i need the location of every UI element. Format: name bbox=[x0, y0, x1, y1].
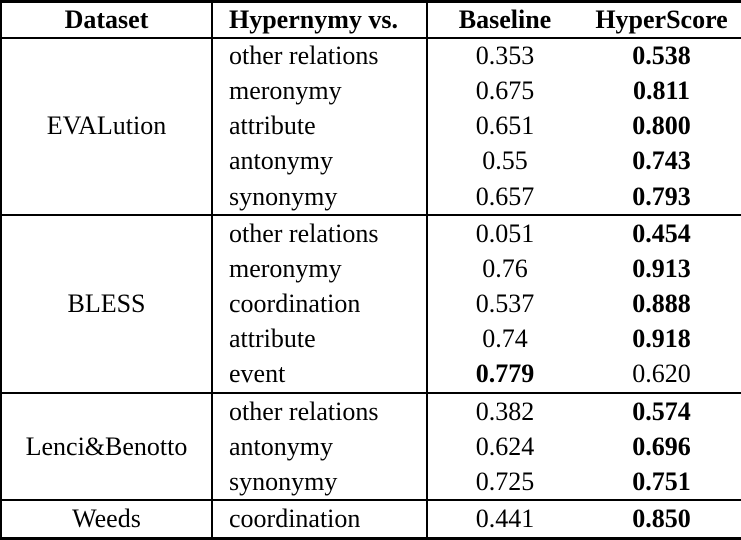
group-lenci-benotto: Lenci&Benotto other relations 0.382 0.57… bbox=[1, 392, 741, 501]
hyperscore-value: 0.454 bbox=[632, 218, 691, 248]
relation-cell: antonymy bbox=[212, 429, 428, 465]
table-row: attribute 0.74 0.918 bbox=[1, 321, 741, 357]
dataset-cell: BLESS bbox=[1, 215, 213, 393]
table-row: meronymy 0.675 0.811 bbox=[1, 73, 741, 109]
relation-cell: other relations bbox=[212, 37, 428, 74]
baseline-value: 0.624 bbox=[475, 431, 535, 461]
relation-cell: synonymy bbox=[212, 178, 428, 216]
table-row: synonymy 0.725 0.751 bbox=[1, 464, 741, 501]
dataset-cell: Lenci&Benotto bbox=[1, 392, 213, 501]
relation-cell: antonymy bbox=[212, 143, 428, 179]
table-row: BLESS other relations 0.051 0.454 bbox=[1, 215, 741, 393]
relation-cell: meronymy bbox=[212, 251, 428, 287]
baseline-value: 0.441 bbox=[475, 504, 535, 534]
hyperscore-value: 0.811 bbox=[632, 76, 691, 106]
header-row: Dataset Hypernymy vs. Baseline HyperScor… bbox=[1, 1, 741, 39]
group-evalution: EVALution other relations 0.353 0.538 me… bbox=[1, 37, 741, 216]
baseline-value: 0.76 bbox=[482, 253, 528, 283]
table-row: Lenci&Benotto other relations 0.382 0.57… bbox=[1, 392, 741, 501]
baseline-value: 0.051 bbox=[475, 218, 535, 248]
table-row: event 0.779 0.620 bbox=[1, 356, 741, 393]
baseline-value: 0.657 bbox=[475, 181, 535, 211]
relation-cell: attribute bbox=[212, 108, 428, 144]
baseline-value: 0.675 bbox=[475, 76, 535, 106]
baseline-value: 0.725 bbox=[475, 466, 535, 496]
baseline-value: 0.537 bbox=[475, 289, 535, 319]
header-dataset: Dataset bbox=[1, 1, 213, 39]
hyperscore-value: 0.800 bbox=[632, 111, 691, 141]
table-row: antonymy 0.624 0.696 bbox=[1, 429, 741, 465]
table-row: Weeds coordination 0.441 0.850 bbox=[1, 500, 741, 539]
hyperscore-value: 0.850 bbox=[632, 504, 691, 534]
baseline-value: 0.382 bbox=[475, 396, 535, 426]
hyperscore-value: 0.918 bbox=[632, 324, 691, 354]
relation-cell: other relations bbox=[212, 215, 428, 252]
baseline-value: 0.651 bbox=[475, 111, 535, 141]
group-weeds: Weeds coordination 0.441 0.850 bbox=[1, 500, 741, 539]
table-row: coordination 0.537 0.888 bbox=[1, 286, 741, 322]
relation-cell: attribute bbox=[212, 321, 428, 357]
table-header: Dataset Hypernymy vs. Baseline HyperScor… bbox=[1, 1, 741, 39]
hyperscore-value: 0.620 bbox=[632, 359, 691, 389]
hyperscore-value: 0.913 bbox=[632, 253, 691, 283]
dataset-cell: Weeds bbox=[1, 500, 213, 539]
relation-cell: meronymy bbox=[212, 73, 428, 109]
baseline-value: 0.779 bbox=[475, 359, 535, 389]
table-row: attribute 0.651 0.800 bbox=[1, 108, 741, 144]
hyperscore-value: 0.793 bbox=[632, 181, 691, 211]
dataset-cell: EVALution bbox=[1, 37, 213, 216]
hyperscore-value: 0.574 bbox=[632, 396, 691, 426]
header-hypernymy-vs: Hypernymy vs. bbox=[212, 1, 428, 39]
table-row: meronymy 0.76 0.913 bbox=[1, 251, 741, 287]
header-baseline: Baseline bbox=[427, 1, 582, 39]
baseline-value: 0.74 bbox=[482, 324, 528, 354]
table-row: antonymy 0.55 0.743 bbox=[1, 143, 741, 179]
hyperscore-value: 0.751 bbox=[632, 466, 691, 496]
hyperscore-value: 0.696 bbox=[632, 431, 691, 461]
relation-cell: synonymy bbox=[212, 464, 428, 501]
header-hyperscore: HyperScore bbox=[582, 1, 741, 39]
hyperscore-value: 0.538 bbox=[632, 41, 691, 71]
hyperscore-value: 0.743 bbox=[632, 146, 691, 176]
group-bless: BLESS other relations 0.051 0.454 merony… bbox=[1, 215, 741, 393]
relation-cell: coordination bbox=[212, 500, 428, 539]
relation-cell: other relations bbox=[212, 392, 428, 430]
hyperscore-value: 0.888 bbox=[632, 289, 691, 319]
baseline-value: 0.55 bbox=[482, 146, 528, 176]
relation-cell: coordination bbox=[212, 286, 428, 322]
relation-cell: event bbox=[212, 356, 428, 393]
baseline-value: 0.353 bbox=[475, 41, 535, 71]
table-row: EVALution other relations 0.353 0.538 bbox=[1, 37, 741, 216]
table-row: synonymy 0.657 0.793 bbox=[1, 178, 741, 216]
